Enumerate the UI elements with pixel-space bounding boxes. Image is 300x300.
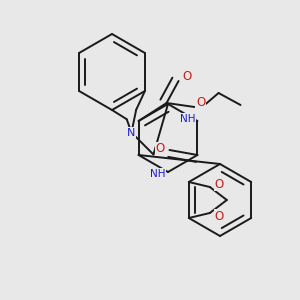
Text: O: O <box>196 97 205 110</box>
Text: N: N <box>127 128 136 137</box>
Text: NH: NH <box>150 169 166 179</box>
Text: O: O <box>156 142 165 155</box>
Text: NH: NH <box>180 114 195 124</box>
Text: O: O <box>182 70 191 83</box>
Text: O: O <box>214 178 224 190</box>
Text: O: O <box>214 209 224 223</box>
